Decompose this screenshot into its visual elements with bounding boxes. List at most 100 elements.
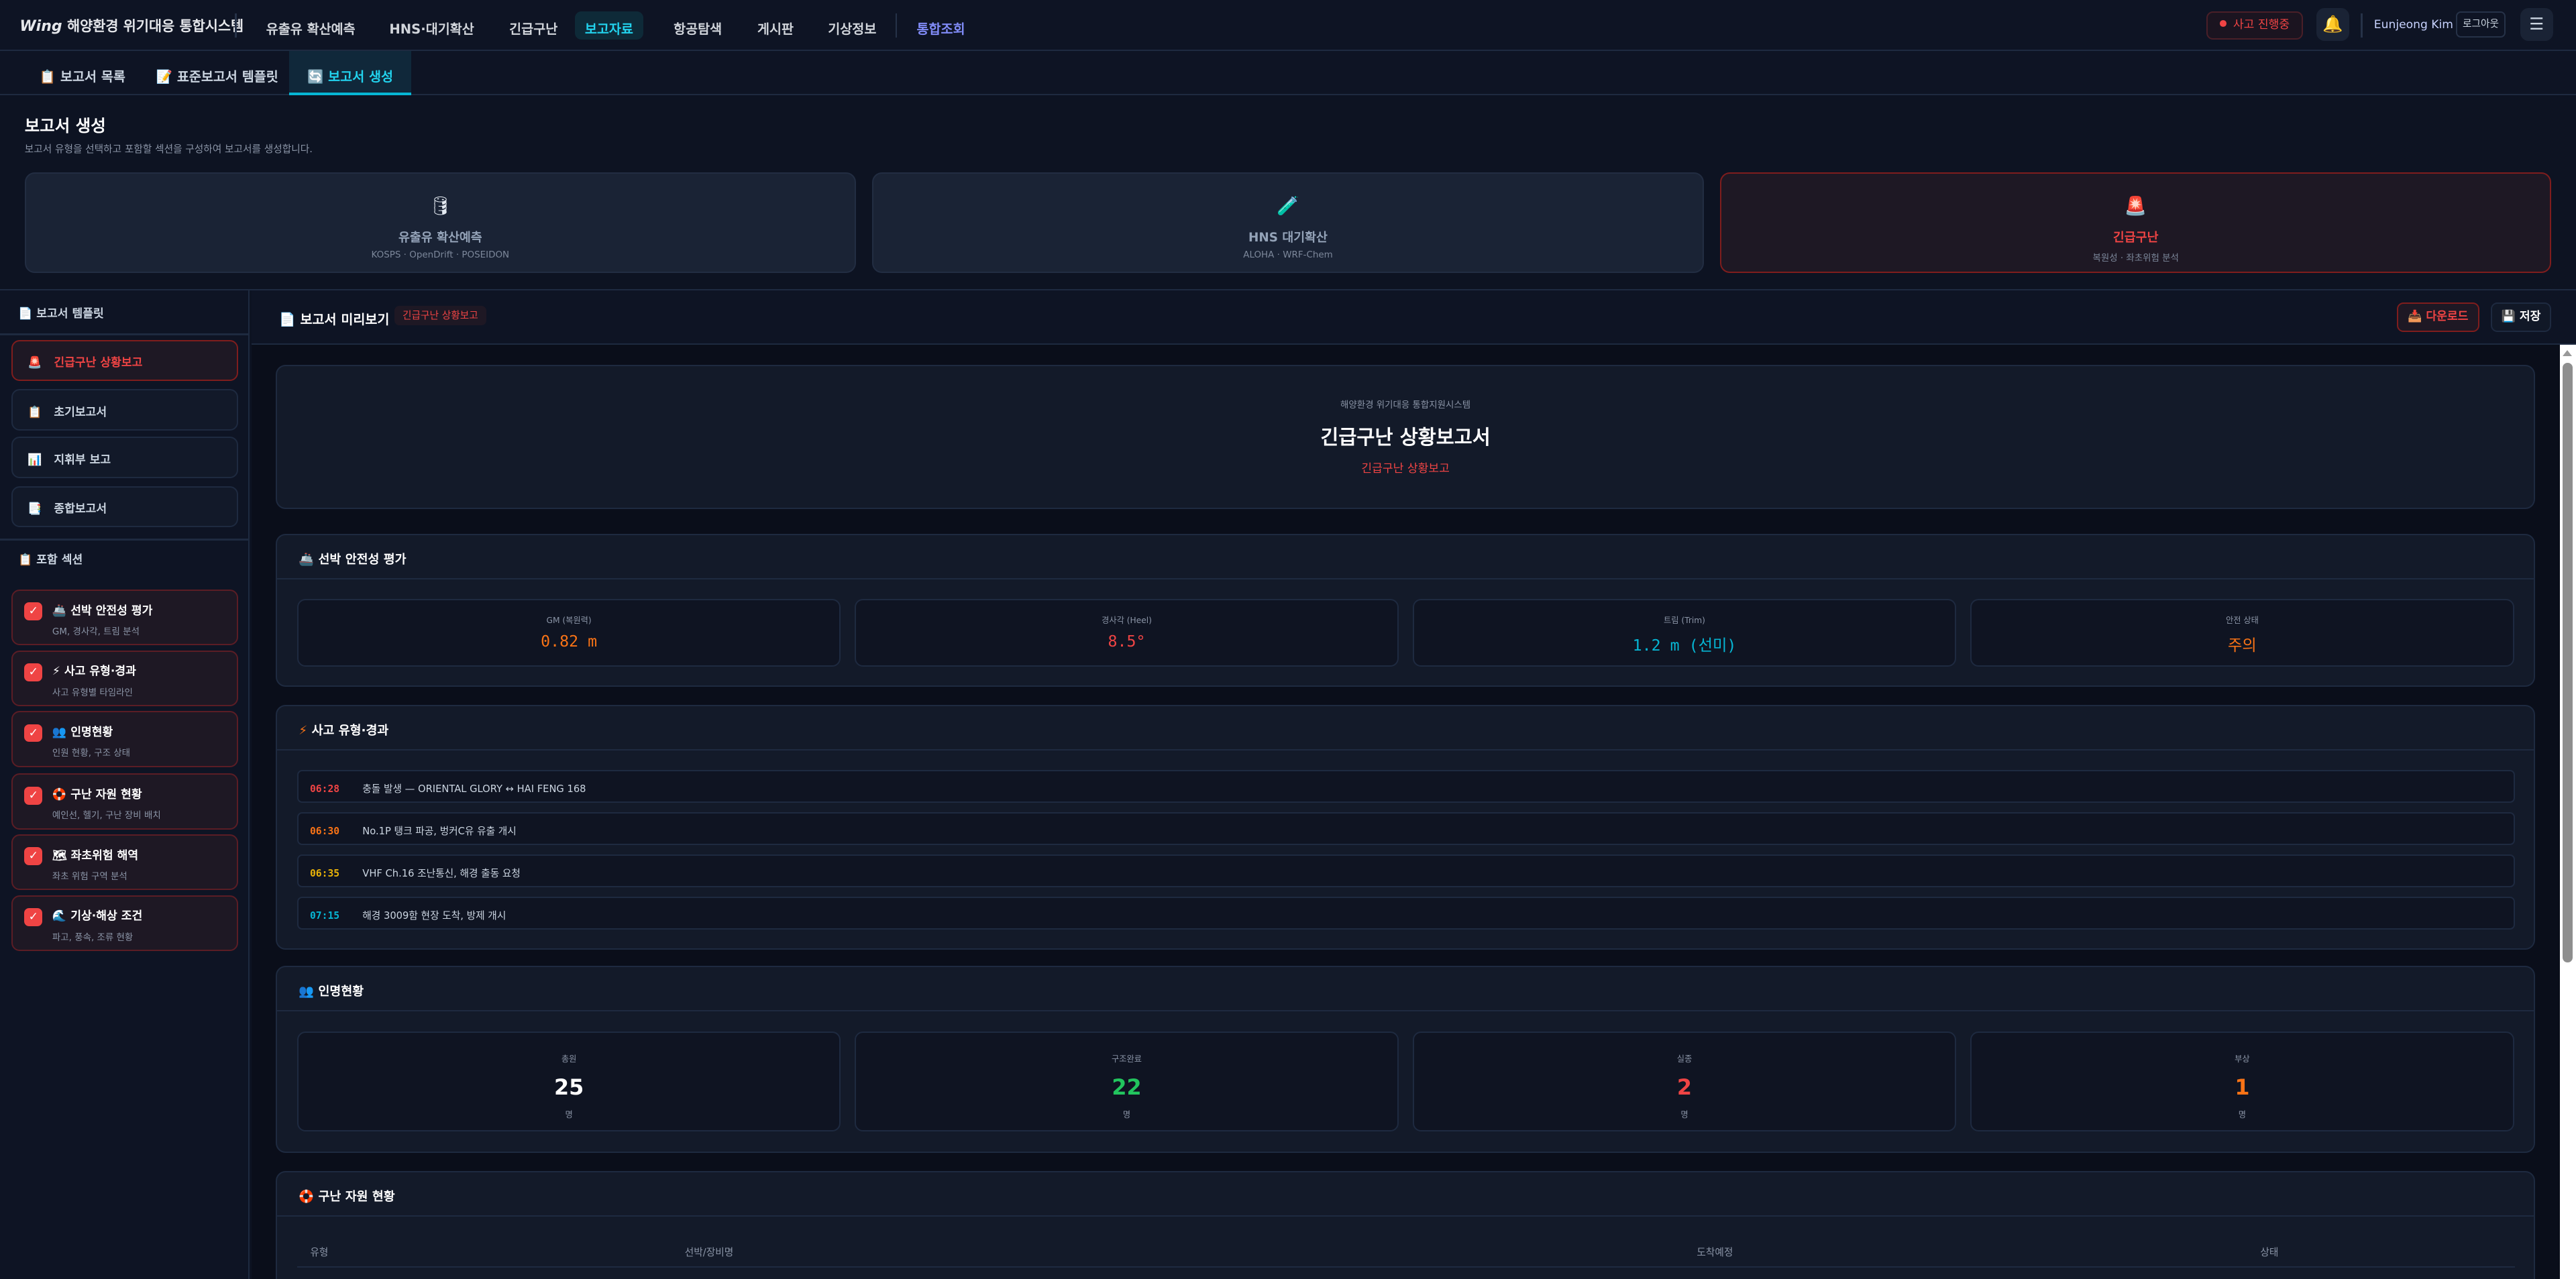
- stat-value: 1.2 m (선미): [1632, 636, 1737, 655]
- scroll-up-arrow-icon[interactable]: [2563, 350, 2573, 356]
- tab-templates[interactable]: 📝 표준보고서 템플릿: [138, 51, 297, 95]
- section-header: ⚡ 사고 유형·경과: [277, 706, 2534, 750]
- nav-rescue[interactable]: 긴급구난: [509, 21, 558, 37]
- report-org: 해양환경 위기대응 통합지원시스템: [1340, 400, 1471, 411]
- checkbox-checked-icon[interactable]: ✓: [24, 847, 43, 866]
- card-sub: KOSPS · OpenDrift · POSEIDON: [371, 250, 510, 261]
- preview-scrollbar[interactable]: [2559, 345, 2576, 1279]
- stat-label: 트림 (Trim): [1663, 615, 1705, 625]
- stat-box: GM (복원력) 0.82 m: [297, 599, 841, 667]
- card-sub: 복원성 · 좌초위험 분석: [2092, 254, 2179, 264]
- checkbox-checked-icon[interactable]: ✓: [24, 602, 43, 621]
- tab-report-list[interactable]: 📋 보고서 목록: [21, 51, 144, 95]
- card-name: 유출유 확산예측: [398, 230, 482, 245]
- stat-box: 트림 (Trim) 1.2 m (선미): [1412, 599, 1957, 667]
- download-icon: 📥: [2408, 309, 2422, 323]
- stat-label: 총원: [561, 1054, 577, 1064]
- section-item-label: 좌초위험 해역: [70, 848, 139, 863]
- incident-status-badge[interactable]: 사고 진행중: [2206, 11, 2304, 40]
- timeline-row: 06:28 충돌 발생 — ORIENTAL GLORY ↔ HAI FENG 1…: [297, 770, 2515, 803]
- ship-icon: 🚢: [299, 552, 315, 567]
- nav-hns[interactable]: HNS·대기확산: [389, 21, 474, 37]
- section-title: 구난 자원 현황: [318, 1190, 395, 1205]
- column-header-status: 상태: [2260, 1246, 2279, 1258]
- nav-board[interactable]: 게시판: [757, 21, 794, 37]
- preview-title: 📄 보고서 미리보기: [279, 312, 390, 328]
- nav-reports[interactable]: 보고자료: [575, 11, 643, 40]
- bell-icon[interactable]: 🔔: [2316, 8, 2350, 42]
- template-label: 긴급구난 상황보고: [54, 356, 143, 370]
- template-item-command[interactable]: 📊 지휘부 보고: [11, 437, 239, 478]
- report-subtitle: 긴급구난 상황보고: [1361, 461, 1450, 476]
- stat-box: 총원 25 명: [297, 1031, 841, 1131]
- section-header: 👥 인명현황: [277, 967, 2534, 1012]
- stat-value: 25: [553, 1074, 584, 1100]
- section-toggle-item[interactable]: ✓ 👥 인명현황 인원 현황, 구조 상태: [11, 711, 239, 767]
- bar-chart-icon: 📊: [28, 453, 42, 467]
- people-icon: 👥: [52, 726, 67, 740]
- section-item-desc: 인원 현황, 구조 상태: [52, 748, 131, 759]
- section-casualties: 👥 인명현황 총원 25 명 구조완료 22 명 실종 2 명 부상 1 명: [276, 966, 2535, 1154]
- download-button[interactable]: 📥 다운로드: [2397, 302, 2479, 332]
- section-toggle-item[interactable]: ✓ ⚡ 사고 유형·경과 사고 유형별 타임라인: [11, 650, 239, 707]
- checkbox-checked-icon[interactable]: ✓: [24, 663, 43, 681]
- template-item-comprehensive[interactable]: 📑 종합보고서: [11, 486, 239, 528]
- nav-aerial[interactable]: 항공탐색: [674, 21, 722, 37]
- divider: [895, 13, 898, 38]
- template-badge: 긴급구난 상황보고: [394, 305, 486, 325]
- tab-label: 보고서 생성: [328, 68, 394, 85]
- stat-unit: 명: [1680, 1109, 1688, 1119]
- type-card-oil-spill[interactable]: 🛢 유출유 확산예측 KOSPS · OpenDrift · POSEIDON: [24, 172, 856, 273]
- timeline-row: 06:35 VHF Ch.16 조난통신, 해경 출동 요청: [297, 854, 2515, 887]
- refresh-icon: 🔄: [307, 68, 324, 85]
- logout-button[interactable]: 로그아웃: [2456, 11, 2506, 38]
- stat-label: 실종: [1676, 1054, 1693, 1064]
- section-toggle-item[interactable]: ✓ 🚢 선박 안전성 평가 GM, 경사각, 트림 분석: [11, 590, 239, 646]
- divider: [235, 13, 237, 38]
- nav-weather[interactable]: 기상정보: [828, 21, 877, 37]
- template-item-rescue[interactable]: 🚨 긴급구난 상황보고: [11, 339, 239, 382]
- section-toggle-item[interactable]: ✓ 🗺 좌초위험 해역 좌초 위험 구역 분석: [11, 834, 239, 891]
- stat-value: 주의: [2228, 636, 2257, 655]
- preview-header: 📄 보고서 미리보기 긴급구난 상황보고 📥 다운로드 💾 저장: [251, 290, 2576, 345]
- type-card-hns[interactable]: 🧪 HNS 대기확산 ALOHA · WRF-Chem: [872, 172, 1704, 273]
- tab-generate[interactable]: 🔄 보고서 생성: [289, 50, 411, 96]
- scrollbar-thumb[interactable]: [2563, 363, 2573, 963]
- section-toggle-item[interactable]: ✓ 🛟 구난 자원 현황 예인선, 헬기, 구난 장비 배치: [11, 773, 239, 830]
- checkbox-checked-icon[interactable]: ✓: [24, 907, 43, 926]
- template-item-initial[interactable]: 📋 초기보고서: [11, 389, 239, 431]
- stat-value: 0.82 m: [541, 632, 598, 651]
- checkbox-checked-icon[interactable]: ✓: [24, 786, 43, 805]
- stat-value: 8.5°: [1108, 632, 1146, 651]
- stat-label: 구조완료: [1112, 1054, 1142, 1064]
- stat-box: 구조완료 22 명: [855, 1031, 1399, 1131]
- oil-drum-icon: 🛢: [429, 195, 452, 217]
- wave-icon: 🌊: [52, 909, 67, 924]
- stat-label: 안전 상태: [2225, 615, 2259, 625]
- section-toggle-item[interactable]: ✓ 🌊 기상·해상 조건 파고, 풍속, 조류 현황: [11, 895, 239, 951]
- lightning-icon: ⚡: [52, 665, 60, 679]
- report-title: 긴급구난 상황보고서: [1320, 426, 1491, 449]
- timeline-row: 07:15 해경 3009함 현장 도착, 방제 개시: [297, 896, 2515, 930]
- section-item-desc: GM, 경사각, 트림 분석: [52, 627, 140, 638]
- stat-box: 경사각 (Heel) 8.5°: [855, 599, 1399, 667]
- page-description: 보고서 유형을 선택하고 포함할 섹션을 구성하여 보고서를 생성합니다.: [24, 143, 313, 155]
- type-card-rescue[interactable]: 🚨 긴급구난 복원성 · 좌초위험 분석: [1720, 172, 2552, 273]
- page-title: 보고서 생성: [24, 115, 106, 135]
- section-header: 🚢 선박 안전성 평가: [277, 535, 2534, 580]
- incident-label: 사고 진행중: [2233, 18, 2290, 32]
- checkbox-checked-icon[interactable]: ✓: [24, 724, 43, 742]
- test-tube-icon: 🧪: [1277, 195, 1299, 217]
- menu-icon[interactable]: ☰: [2520, 8, 2553, 42]
- nav-oil-spill[interactable]: 유출유 확산예측: [266, 21, 356, 37]
- app-logo[interactable]: Wing 해양환경 위기대응 통합시스템: [19, 15, 244, 35]
- stat-box: 부상 1 명: [1970, 1031, 2514, 1131]
- stat-label: 부상: [2235, 1054, 2250, 1064]
- heading-text: 포함 섹션: [36, 553, 83, 567]
- nav-integrated[interactable]: 통합조회: [916, 21, 965, 37]
- save-button[interactable]: 💾 저장: [2490, 302, 2552, 332]
- timeline-time: 06:30: [309, 825, 340, 837]
- lifebuoy-icon: 🛟: [52, 788, 67, 802]
